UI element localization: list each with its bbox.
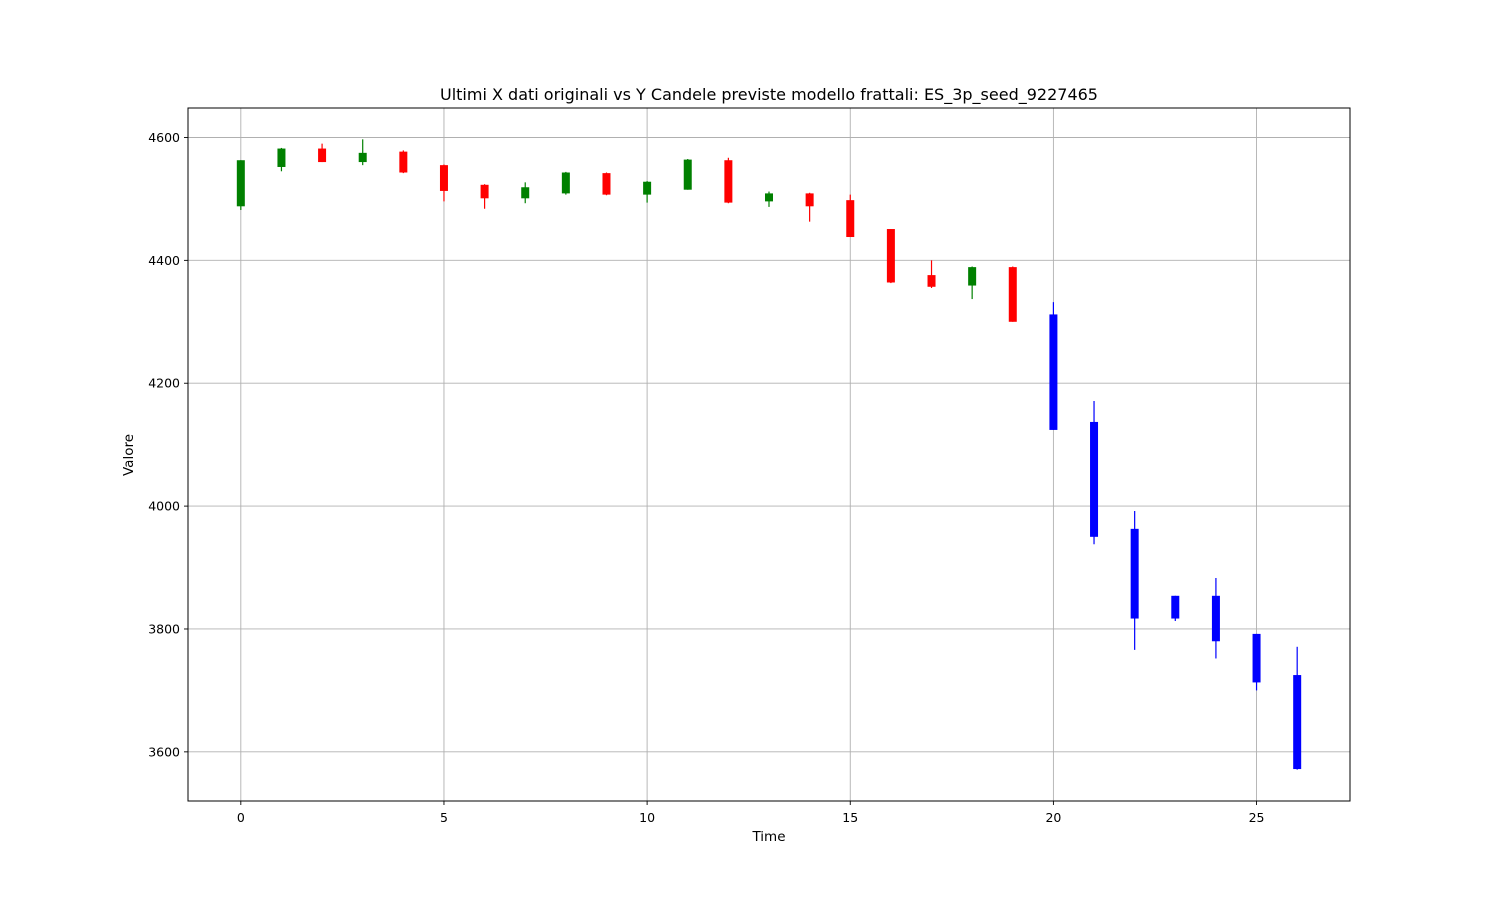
candles xyxy=(236,139,1302,770)
y-tick-label: 4000 xyxy=(148,499,180,514)
y-tick-label: 3600 xyxy=(148,744,180,759)
candle xyxy=(1252,633,1261,691)
candle xyxy=(1049,302,1058,430)
candle xyxy=(1130,511,1139,650)
chart-title: Ultimi X dati originali vs Y Candele pre… xyxy=(440,85,1098,105)
y-tick-label: 4600 xyxy=(148,130,180,145)
candle-body xyxy=(805,193,814,207)
candle-body xyxy=(886,229,895,283)
candle-body xyxy=(561,172,570,194)
candle-body xyxy=(277,148,286,167)
candle-body xyxy=(236,160,245,207)
candle-body xyxy=(927,275,936,287)
x-tick-label: 15 xyxy=(842,810,858,825)
x-axis-label: Time xyxy=(751,829,785,845)
candle xyxy=(358,139,367,166)
candle xyxy=(277,147,286,172)
candle-body xyxy=(765,193,773,202)
candle xyxy=(561,171,570,195)
y-tick-label: 4400 xyxy=(148,253,180,268)
candle xyxy=(1171,595,1180,621)
candle-body xyxy=(1049,314,1058,430)
candle-body xyxy=(643,181,652,195)
candle xyxy=(683,158,692,190)
candle-body xyxy=(1293,675,1302,770)
candle-body xyxy=(968,267,977,286)
candle xyxy=(236,160,245,210)
candle xyxy=(1008,266,1017,322)
candle-body xyxy=(399,151,408,173)
y-tick-label: 3800 xyxy=(148,621,180,636)
plot-frame xyxy=(187,107,1351,802)
y-axis-label: Valore xyxy=(121,434,137,476)
candle xyxy=(1211,577,1220,659)
candle xyxy=(1293,646,1302,770)
candle xyxy=(399,150,408,174)
x-tick-label: 5 xyxy=(440,810,448,825)
candle xyxy=(602,172,611,196)
x-tick-label: 10 xyxy=(639,810,655,825)
candle-body xyxy=(846,200,855,238)
candle xyxy=(521,182,530,204)
x-tick-label: 20 xyxy=(1045,810,1061,825)
candle-body xyxy=(480,184,489,199)
candle xyxy=(439,164,448,202)
candle-body xyxy=(318,148,327,163)
candle xyxy=(968,266,977,300)
candle-body xyxy=(1171,595,1180,619)
candle-body xyxy=(439,165,448,191)
x-tick-label: 0 xyxy=(237,810,245,825)
candle xyxy=(927,260,936,289)
candle-body xyxy=(1252,633,1261,683)
candle xyxy=(805,192,814,222)
candle-body xyxy=(683,159,692,190)
candle-body xyxy=(1130,528,1139,619)
candle-body xyxy=(724,160,733,203)
candle xyxy=(724,157,733,204)
axis-ticks: 0 5 10 15 20 25 3600 3800 4000 4200 4400 4600 xyxy=(148,130,1264,825)
candle xyxy=(480,184,489,209)
candle xyxy=(1090,401,1099,545)
candle-body xyxy=(1090,421,1099,537)
x-tick-label: 25 xyxy=(1249,810,1265,825)
candle-body xyxy=(602,173,611,195)
candle xyxy=(643,181,652,203)
candle xyxy=(318,143,327,163)
y-tick-label: 4200 xyxy=(148,376,180,391)
grid xyxy=(188,108,1350,801)
candle-body xyxy=(1211,595,1220,642)
candle xyxy=(765,191,773,207)
candle xyxy=(886,229,895,284)
candle-body xyxy=(358,152,367,163)
candle-body xyxy=(1008,267,1017,322)
candle-body xyxy=(521,187,530,199)
candle xyxy=(846,194,855,238)
